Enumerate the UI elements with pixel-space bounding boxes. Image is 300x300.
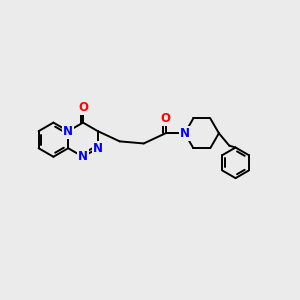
Text: O: O — [160, 112, 171, 125]
Text: N: N — [63, 125, 73, 138]
Text: N: N — [180, 127, 190, 140]
Text: O: O — [78, 101, 88, 114]
Text: N: N — [78, 150, 88, 163]
Text: N: N — [93, 142, 103, 155]
